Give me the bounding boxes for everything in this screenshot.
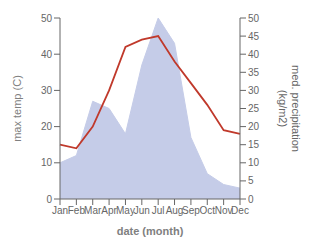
svg-text:max temp (C): max temp (C) xyxy=(11,75,23,142)
svg-text:date (month): date (month) xyxy=(117,225,184,237)
svg-text:Jan: Jan xyxy=(52,205,68,216)
svg-text:Oct: Oct xyxy=(199,205,215,216)
svg-text:25: 25 xyxy=(248,103,260,114)
svg-text:0: 0 xyxy=(46,194,52,205)
svg-text:30: 30 xyxy=(248,85,260,96)
svg-text:Feb: Feb xyxy=(68,205,86,216)
svg-text:5: 5 xyxy=(248,175,254,186)
svg-text:Mar: Mar xyxy=(84,205,102,216)
svg-text:med. precipitation(kg/m2): med. precipitation(kg/m2) xyxy=(277,65,302,152)
svg-text:10: 10 xyxy=(248,157,260,168)
svg-text:35: 35 xyxy=(248,67,260,78)
svg-text:40: 40 xyxy=(248,49,260,60)
svg-text:Sep: Sep xyxy=(182,205,200,216)
svg-text:Apr: Apr xyxy=(101,205,117,217)
svg-text:Aug: Aug xyxy=(166,205,184,216)
svg-text:45: 45 xyxy=(248,31,260,42)
svg-text:Jun: Jun xyxy=(134,205,150,216)
svg-text:50: 50 xyxy=(248,13,260,24)
svg-text:10: 10 xyxy=(41,157,53,168)
svg-text:Nov: Nov xyxy=(215,205,233,216)
svg-text:May: May xyxy=(116,205,135,216)
svg-text:Jul: Jul xyxy=(152,205,165,216)
svg-text:30: 30 xyxy=(41,85,53,96)
svg-text:50: 50 xyxy=(41,13,53,24)
svg-text:20: 20 xyxy=(248,121,260,132)
svg-text:20: 20 xyxy=(41,121,53,132)
svg-text:0: 0 xyxy=(248,194,254,205)
svg-text:15: 15 xyxy=(248,139,260,150)
svg-text:Dec: Dec xyxy=(231,205,249,216)
svg-text:40: 40 xyxy=(41,49,53,60)
